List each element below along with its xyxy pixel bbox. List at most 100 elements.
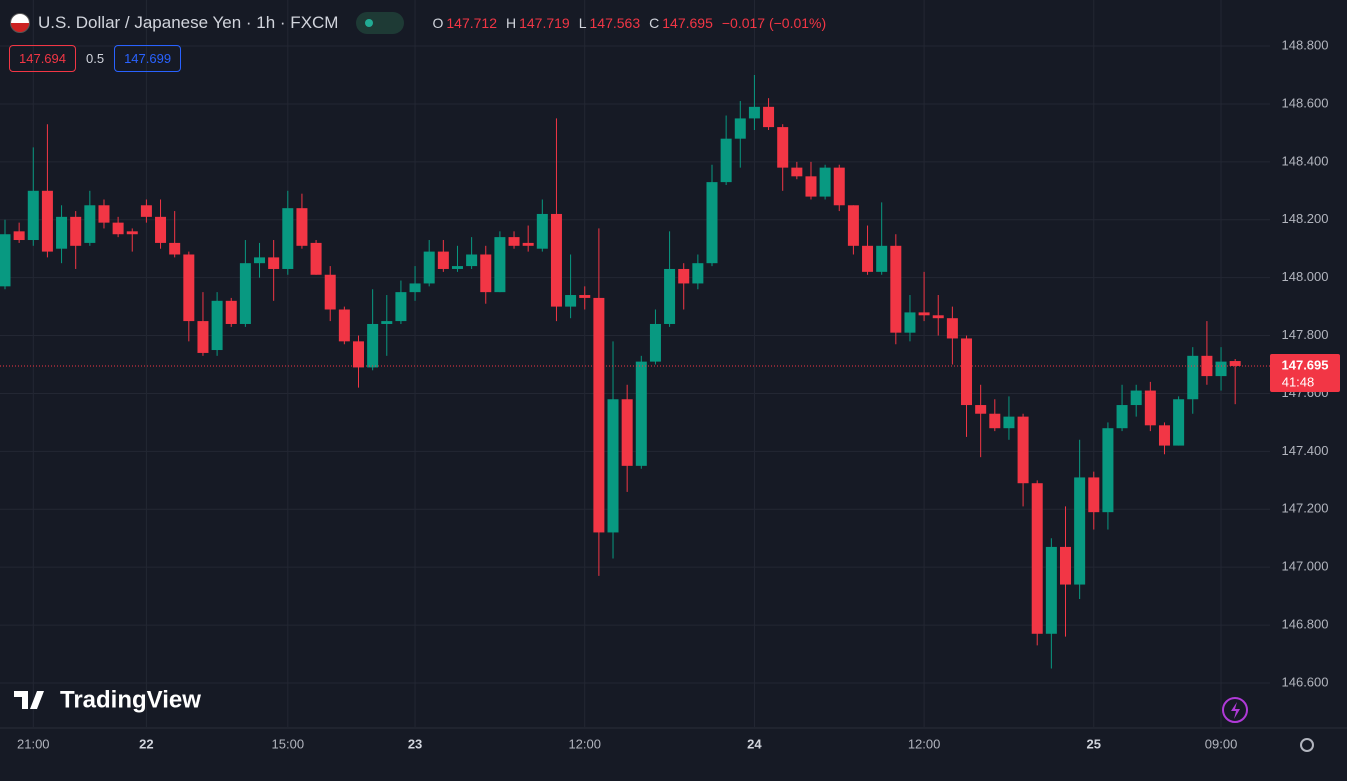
candle-body	[1215, 361, 1227, 377]
candle-body	[1229, 361, 1241, 366]
candle-body	[1017, 416, 1029, 484]
ohlc-label: L	[578, 15, 587, 31]
candle-body	[466, 254, 478, 267]
candle-body	[451, 266, 463, 269]
candle-body	[565, 295, 577, 307]
y-tick-label: 146.600	[1282, 674, 1329, 689]
ohlc-label: O	[432, 15, 444, 31]
candle-body	[437, 251, 449, 269]
candle-body	[494, 237, 506, 293]
bid[interactable]: 147.694	[9, 45, 76, 72]
x-tick-label: 21:00	[17, 736, 50, 751]
axes: 146.600 146.800 147.000 147.200 147.400 147.6…	[17, 37, 1340, 751]
candle-body	[706, 182, 718, 264]
flag-icon	[10, 13, 30, 33]
ohlc-value: 147.712	[446, 15, 497, 31]
candle-body	[211, 300, 223, 351]
candle-body	[1130, 390, 1142, 406]
candle-body	[621, 399, 633, 466]
candle-body	[805, 176, 817, 197]
candle-body	[155, 216, 167, 243]
candle-body	[748, 106, 760, 119]
candle-body	[27, 190, 39, 241]
candle-body	[847, 205, 859, 246]
candle-body	[522, 242, 534, 246]
x-tick-label: 25	[1087, 736, 1101, 751]
countdown: 41:48	[1282, 374, 1315, 389]
candle-body	[862, 245, 874, 272]
status-badge[interactable]	[356, 12, 405, 34]
ohlc-label: C	[649, 15, 660, 31]
candle-body	[1003, 416, 1015, 429]
candle-body	[480, 254, 492, 293]
candle-body	[720, 138, 732, 183]
candle-body	[126, 231, 138, 235]
candle-body	[975, 405, 987, 414]
candle-body	[84, 205, 96, 243]
candle-body	[112, 222, 124, 235]
x-tick-label: 22	[139, 736, 153, 751]
candle-body	[0, 234, 11, 287]
candle-body	[254, 257, 266, 264]
x-tick-label: 12:00	[568, 736, 601, 751]
y-tick-label: 148.400	[1282, 153, 1329, 168]
candle-body	[225, 300, 237, 324]
candle-body	[98, 205, 110, 223]
candle-body	[197, 321, 209, 353]
candle-body	[607, 399, 619, 533]
ohlc-value: 147.563	[589, 15, 641, 31]
y-tick-label: 147.200	[1282, 501, 1329, 516]
candle-body	[1187, 355, 1199, 400]
candle-body	[423, 251, 435, 284]
grid	[0, 0, 1270, 727]
candle-body	[734, 118, 746, 139]
candle-body	[268, 257, 280, 269]
candle-body	[763, 106, 775, 128]
alert-bolt	[1231, 702, 1240, 719]
candles	[0, 74, 1270, 669]
candle-body	[296, 208, 308, 246]
candle-body	[579, 295, 591, 298]
y-tick-label: 147.000	[1282, 559, 1329, 574]
x-tick-label: 12:00	[908, 736, 941, 751]
settings-icon[interactable]	[1300, 738, 1314, 752]
candle-body	[1031, 483, 1043, 634]
candle-body	[41, 190, 53, 252]
candle-body	[946, 318, 958, 339]
candle-body	[833, 167, 845, 206]
candle-body	[1074, 477, 1086, 585]
logo: TradingView	[14, 686, 201, 713]
candle-body	[169, 242, 181, 255]
candle-body	[791, 167, 803, 177]
ask[interactable]: 147.699	[114, 45, 182, 72]
x-tick-label: 15:00	[272, 736, 305, 751]
candle-body	[918, 312, 930, 316]
header: U.S. Dollar / Japanese Yen · 1h · FXCM O…	[10, 12, 826, 34]
last-price-label: 147.695	[1282, 357, 1329, 372]
x-tick-label: 09:00	[1205, 736, 1238, 751]
candle-body	[692, 263, 704, 284]
x-tick-label: 23	[408, 736, 422, 751]
candle-body	[536, 213, 548, 249]
candle-body	[890, 245, 902, 333]
candle-body	[989, 413, 1001, 429]
y-tick-label: 148.600	[1282, 95, 1329, 110]
candle-body	[310, 242, 322, 275]
candle-body	[635, 361, 647, 466]
candle-body	[1045, 546, 1057, 634]
alert-icon[interactable]	[1222, 697, 1248, 723]
candle-body	[904, 312, 916, 333]
candle-body	[819, 167, 831, 197]
logo-icon	[14, 691, 44, 709]
candle-body	[239, 263, 251, 324]
candle-body	[550, 213, 562, 307]
candle-body	[1102, 428, 1114, 513]
candle-body	[961, 338, 973, 406]
candle-body	[1144, 390, 1156, 426]
candle-body	[1116, 405, 1128, 429]
candle-body	[1060, 546, 1071, 585]
candle-body	[140, 205, 152, 217]
candle-body	[1158, 425, 1170, 446]
